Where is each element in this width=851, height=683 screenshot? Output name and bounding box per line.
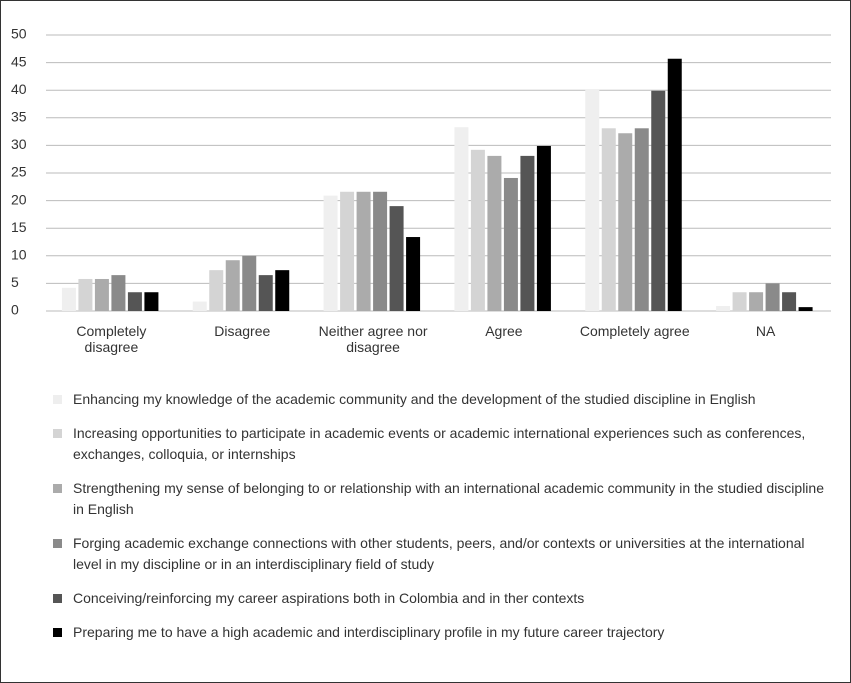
bar (78, 278, 93, 311)
legend-swatch (53, 628, 62, 637)
y-tick-label: 5 (11, 274, 19, 290)
bar (209, 270, 224, 311)
legend-item: Strengthening my sense of belonging to o… (53, 478, 833, 520)
legend-swatch (53, 539, 62, 548)
legend-item: Preparing me to have a high academic and… (53, 622, 833, 643)
legend-item: Forging academic exchange connections wi… (53, 533, 833, 575)
legend-swatch (53, 484, 62, 493)
legend-label: Conceiving/reinforcing my career aspirat… (73, 590, 585, 606)
bar (111, 275, 126, 311)
bar (454, 127, 469, 312)
y-tick-label: 10 (11, 247, 27, 263)
bar (323, 195, 338, 311)
bar (765, 283, 780, 311)
bar (520, 155, 535, 311)
y-tick-label: 0 (11, 302, 19, 318)
legend-label: Strengthening my sense of belonging to o… (73, 480, 824, 517)
bar (749, 292, 764, 311)
y-tick-label: 15 (11, 219, 27, 235)
bar (651, 90, 666, 311)
bar (732, 292, 747, 311)
bar (601, 128, 616, 311)
bar (61, 287, 76, 311)
bar (94, 278, 109, 311)
x-tick-label: Disagree (214, 323, 271, 339)
y-tick-label: 35 (11, 109, 27, 125)
legend-swatch (53, 594, 62, 603)
bar (798, 307, 813, 311)
y-tick-label: 50 (11, 26, 27, 42)
bar (585, 89, 600, 311)
bar (373, 191, 388, 311)
bar (242, 255, 257, 311)
legend-label: Increasing opportunities to participate … (73, 425, 806, 462)
x-tick-label: Agree (485, 323, 523, 339)
legend-label: Enhancing my knowledge of the academic c… (73, 391, 756, 407)
plot: 0 5 10 15 20 25 30 35 40 45 50 (11, 26, 831, 318)
legend-swatch (53, 429, 62, 438)
y-tick-label: 45 (11, 53, 27, 69)
bar (144, 292, 159, 311)
legend-label: Forging academic exchange connections wi… (73, 535, 805, 572)
legend: Enhancing my knowledge of the academic c… (53, 389, 833, 656)
bar (258, 275, 273, 311)
x-tick-label: Completely disagree (76, 323, 147, 355)
bar (470, 149, 485, 311)
x-tick-label: Completely agree (579, 323, 690, 339)
bar (340, 191, 355, 311)
bar (634, 128, 649, 311)
bar (667, 58, 682, 312)
bar (782, 292, 797, 311)
legend-label: Preparing me to have a high academic and… (73, 624, 665, 640)
bar (275, 270, 290, 311)
legend-item: Increasing opportunities to participate … (53, 423, 833, 465)
bar (127, 292, 142, 311)
x-tick-label: NA (755, 323, 776, 339)
bar (618, 133, 633, 311)
legend-item: Conceiving/reinforcing my career aspirat… (53, 588, 833, 609)
y-tick-label: 40 (11, 81, 27, 97)
bar (716, 306, 731, 311)
bar (536, 145, 551, 311)
y-tick-label: 20 (11, 191, 27, 207)
bar (192, 301, 207, 311)
legend-swatch (53, 395, 62, 404)
y-tick-label: 30 (11, 136, 27, 152)
bar (356, 191, 371, 311)
bar (389, 206, 404, 311)
bar (406, 237, 421, 311)
legend-item: Enhancing my knowledge of the academic c… (53, 389, 833, 410)
bar (487, 155, 502, 311)
y-tick-label: 25 (11, 164, 27, 180)
bar (225, 260, 240, 311)
bar (503, 177, 518, 311)
x-tick-label: Neither agree nor disagree (318, 323, 428, 355)
